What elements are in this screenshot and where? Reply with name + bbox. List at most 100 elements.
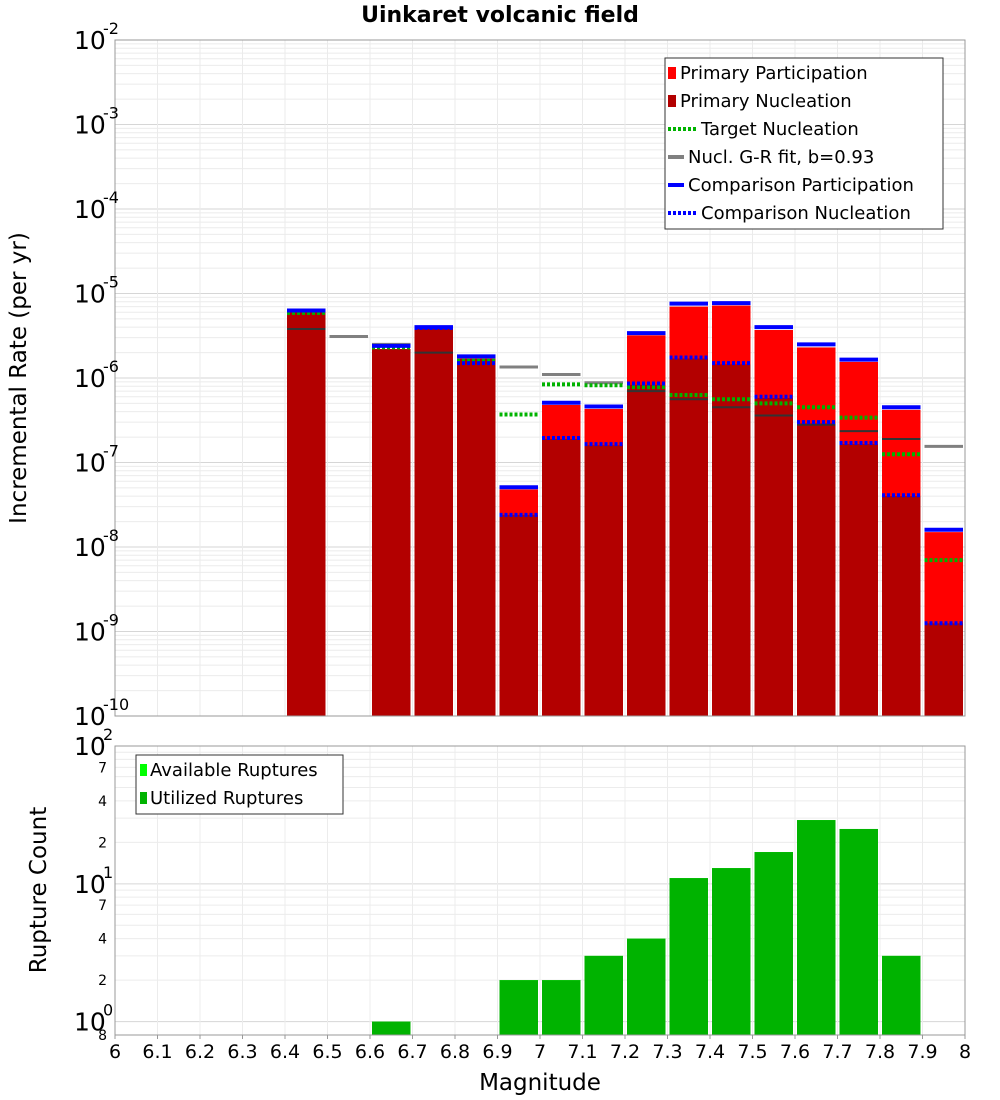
rate-nucleation-bar [584, 445, 623, 716]
legend-comparison-nucleation: Comparison Nucleation [701, 203, 911, 224]
rate-y-tick-base: 10 [74, 280, 106, 309]
rate-y-axis-label: Incremental Rate (per yr) [6, 232, 32, 524]
count-y-tick-exponent: 2 [103, 725, 113, 744]
rate-y-tick: 10-9 [74, 611, 119, 647]
rate-bars [287, 305, 963, 716]
count-utilized-bar [839, 828, 878, 1035]
count-utilized-bar [542, 980, 581, 1035]
x-tick-label: 7.3 [652, 1041, 682, 1063]
count-utilized-bar [712, 868, 751, 1035]
rate-nucleation-bar [542, 438, 581, 716]
count-y-minor-tick: 2 [98, 973, 107, 989]
count-y-minor-tick: 7 [98, 898, 107, 914]
x-tick-label: 7 [534, 1041, 546, 1063]
count-utilized-bar [372, 1021, 411, 1035]
rate-plot-border [114, 39, 966, 717]
rate-y-tick-exponent: -6 [103, 357, 119, 376]
x-tick-label: 7.2 [610, 1041, 640, 1063]
count-utilized-bar [754, 852, 793, 1035]
count-y-tick-base: 10 [74, 1008, 106, 1037]
count-utilized-bar [584, 955, 623, 1035]
rate-nucleation-bar [754, 397, 793, 716]
count-y-tick-base: 10 [74, 732, 106, 761]
count-y-tick: 102 [74, 725, 113, 761]
rate-y-tick-exponent: -7 [103, 442, 119, 461]
legend-primary-participation: Primary Participation [680, 63, 868, 84]
x-tick-label: 6.8 [440, 1041, 470, 1063]
rate-y-tick: 10-4 [74, 188, 119, 224]
x-tick-label: 6.5 [312, 1041, 342, 1063]
count-y-minor-tick: 2 [98, 835, 107, 851]
rate-y-tick-base: 10 [74, 702, 106, 731]
legend-gr-fit: Nucl. G-R fit, b=0.93 [688, 147, 874, 168]
count-y-tick-exponent: 1 [103, 863, 113, 882]
rate-y-tick: 10-3 [74, 104, 119, 140]
count-y-axis-label: Rupture Count [26, 807, 52, 973]
rate-y-tick-base: 10 [74, 195, 106, 224]
rate-nucleation-bar [627, 384, 666, 716]
count-utilized-bar [627, 938, 666, 1035]
legend-target-nucleation: Target Nucleation [700, 119, 859, 140]
x-tick-label: 7.4 [695, 1041, 725, 1063]
count-y-tick: 101 [74, 863, 113, 899]
x-axis-label: Magnitude [479, 1070, 601, 1096]
rate-nucleation-bar [669, 358, 708, 716]
legend-comparison-participation: Comparison Participation [688, 175, 914, 196]
x-tick-label: 7.5 [737, 1041, 767, 1063]
rate-nucleation-bar [287, 312, 326, 716]
rate-y-tick-exponent: -3 [103, 104, 119, 123]
rate-y-tick: 10-2 [74, 19, 119, 55]
x-tick-label: 7.9 [907, 1041, 937, 1063]
rate-nucleation-bar [499, 514, 538, 716]
legend-available-swatch [140, 764, 147, 776]
count-x-tick-labels: 6 6.1 6.2 6.3 6.4 6.5 6.6 6.7 6.8 6.9 7 7.1 7.2 7.3 7.… [109, 1035, 971, 1063]
x-tick-label: 6.2 [185, 1041, 215, 1063]
rate-lines [287, 301, 963, 626]
x-tick-label: 6.1 [142, 1041, 172, 1063]
rate-y-tick-exponent: -9 [103, 611, 119, 630]
rate-y-tick-exponent: -8 [103, 526, 119, 545]
rate-y-tick: 10-6 [74, 357, 119, 393]
rate-y-tick-base: 10 [74, 364, 106, 393]
rate-legend-box [664, 57, 944, 230]
count-y-minor-tick: 4 [98, 794, 107, 810]
rate-y-tick: 10-5 [74, 273, 119, 309]
x-tick-label: 7.8 [865, 1041, 895, 1063]
count-y-minor-tick: 4 [98, 932, 107, 948]
rate-y-tick: 10-7 [74, 442, 119, 478]
x-tick-label: 8 [959, 1041, 971, 1063]
rate-y-tick: 10-10 [74, 695, 129, 731]
count-utilized-bar [797, 820, 836, 1035]
x-tick-label: 6.6 [355, 1041, 385, 1063]
legend-primary-nucleation: Primary Nucleation [680, 91, 852, 112]
x-tick-label: 6 [109, 1041, 121, 1063]
x-tick-label: 7.1 [567, 1041, 597, 1063]
rate-y-tick-exponent: -10 [103, 695, 129, 714]
count-y-minor-tick: 7 [98, 760, 107, 776]
x-tick-label: 7.6 [780, 1041, 810, 1063]
legend-primary-participation-swatch [668, 67, 676, 79]
x-tick-label: 6.3 [227, 1041, 257, 1063]
count-y-minor-tick: 8 [98, 1028, 107, 1044]
rate-y-tick-base: 10 [74, 26, 106, 55]
legend-primary-nucleation-swatch [668, 95, 676, 107]
count-y-tick-exponent: 0 [103, 1001, 113, 1020]
rate-nucleation-bar [372, 349, 411, 716]
rate-nucleation-bar [924, 623, 963, 716]
rate-nucleation-bar [839, 444, 878, 716]
rate-y-tick-base: 10 [74, 533, 106, 562]
rate-nucleation-bar [457, 358, 496, 716]
count-legend: Available Ruptures Utilized Ruptures [135, 754, 344, 815]
rate-nucleation-bar [882, 496, 921, 716]
rate-y-tick: 10-8 [74, 526, 119, 562]
count-utilized-bar [499, 980, 538, 1035]
x-tick-label: 6.7 [397, 1041, 427, 1063]
count-legend-box [135, 754, 344, 815]
chart-title: Uinkaret volcanic field [361, 3, 639, 28]
rate-y-tick-base: 10 [74, 618, 106, 647]
rate-y-tick-exponent: -2 [103, 19, 119, 38]
x-tick-label: 6.9 [482, 1041, 512, 1063]
